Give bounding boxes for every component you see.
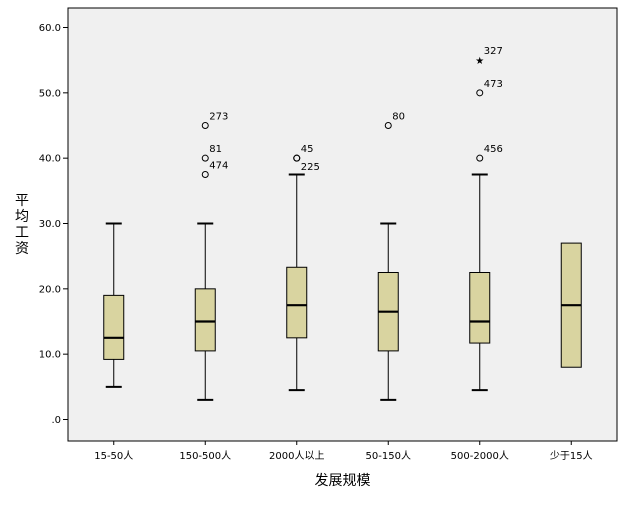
- y-tick-label: 20.0: [39, 284, 61, 295]
- y-axis: .0 10.0 20.0 30.0 40.0 50.0 60.0: [39, 23, 68, 426]
- box-iqr: [286, 266, 308, 339]
- box-group: [560, 242, 582, 368]
- outlier-label: 225: [301, 162, 320, 173]
- outlier-label: 474: [209, 161, 228, 172]
- y-tick-label: .0: [51, 415, 61, 426]
- boxes: 273 81 474 45 225 80 ★327 473 456: [103, 46, 582, 401]
- box-iqr: [194, 288, 216, 352]
- outlier-circle: [201, 154, 209, 162]
- outlier-star: ★: [475, 56, 484, 67]
- box-group: 80: [377, 112, 405, 401]
- y-tick-label: 10.0: [39, 350, 61, 361]
- box-group: 273 81 474: [194, 112, 228, 401]
- outlier-circle: [293, 154, 301, 162]
- x-tick-label: 50-150人: [366, 450, 411, 462]
- outlier-label: 456: [484, 144, 503, 155]
- box-group: [103, 222, 125, 388]
- box-iqr: [469, 272, 491, 344]
- outlier-circle: [201, 122, 209, 129]
- x-tick-label: 150-500人: [179, 450, 231, 462]
- box-group: 45 225: [286, 144, 320, 392]
- outlier-label: 473: [484, 79, 503, 90]
- y-tick-label: 30.0: [39, 219, 61, 230]
- outlier-circle: [384, 122, 392, 129]
- x-tick-label: 15-50人: [94, 450, 133, 462]
- plot-area: [67, 7, 618, 442]
- box-iqr: [103, 294, 125, 360]
- box-group: ★327 473 456: [469, 46, 503, 392]
- outlier-label: 45: [301, 144, 314, 155]
- x-tick-label: 2000人以上: [269, 450, 324, 462]
- outlier-circle: [201, 171, 209, 178]
- x-tick-label: 少于15人: [550, 450, 593, 462]
- outlier-label: 81: [209, 144, 222, 155]
- x-tick-label: 500-2000人: [451, 450, 509, 462]
- x-axis-title: 发展规模: [315, 473, 371, 489]
- outlier-circle: [476, 89, 484, 97]
- y-tick-label: 40.0: [39, 154, 61, 165]
- y-tick-label: 60.0: [39, 23, 61, 34]
- y-axis-title: 平均工资: [15, 193, 29, 257]
- outlier-circle: [476, 154, 484, 162]
- y-tick-label: 50.0: [39, 88, 61, 99]
- outlier-label: 273: [209, 112, 228, 123]
- outlier-label: 327: [484, 46, 503, 57]
- outlier-label: 80: [392, 112, 405, 123]
- x-axis: 15-50人 150-500人 2000人以上 50-150人 500-2000人 少于1…: [94, 441, 593, 462]
